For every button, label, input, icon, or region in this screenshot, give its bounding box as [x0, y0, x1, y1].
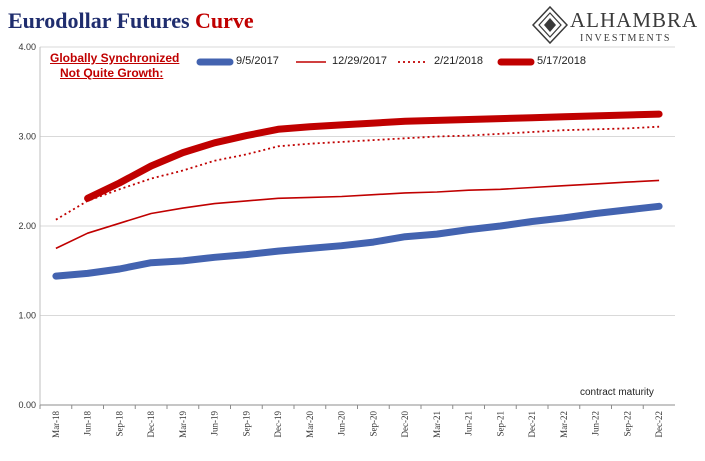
x-tick-label: Dec-18 [146, 411, 156, 438]
y-tick-label: 1.00 [18, 311, 36, 321]
x-tick-label: Jun-20 [337, 411, 347, 436]
y-tick-label: 0.00 [18, 400, 36, 410]
series-line-3 [55, 125, 660, 221]
legend-label: 12/29/2017 [332, 55, 388, 67]
diamond-logo-icon [532, 6, 568, 44]
x-tick-label: Dec-21 [527, 411, 537, 438]
x-tick-label: Mar-21 [432, 411, 442, 438]
series-line-2 [55, 179, 660, 250]
x-tick-label: Jun-18 [83, 411, 93, 436]
x-tick-label: Dec-22 [654, 411, 664, 438]
logo-name: ALHAMBRA [570, 8, 699, 32]
legend-label: 9/5/2017 [236, 55, 279, 67]
x-tick-label: Sep-22 [622, 411, 632, 437]
chart-title: Eurodollar Futures Curve [8, 8, 254, 34]
x-tick-label: Dec-20 [400, 411, 410, 438]
x-tick-label: Sep-21 [495, 411, 505, 437]
x-tick-label: Mar-18 [51, 411, 61, 438]
annotation-line-1: Globally Synchronized [50, 51, 180, 65]
x-tick-label: Sep-19 [241, 411, 251, 437]
x-tick-label: Jun-21 [464, 411, 474, 436]
legend-label: 5/17/2018 [537, 55, 586, 67]
x-tick-label: Mar-22 [559, 411, 569, 438]
y-tick-label: 3.00 [18, 132, 36, 142]
x-tick-label: Sep-20 [368, 411, 378, 437]
legend-label: 2/21/2018 [434, 55, 483, 67]
x-tick-label: Dec-19 [273, 411, 283, 438]
alhambra-logo: ALHAMBRA INVESTMENTS [528, 6, 700, 46]
chart-title-accent: Curve [195, 8, 254, 33]
x-tick-label: Mar-19 [178, 411, 188, 438]
series-line-4 [84, 110, 663, 202]
x-axis-note: contract maturity [580, 387, 654, 398]
x-tick-label: Mar-20 [305, 411, 315, 438]
x-tick-label: Jun-22 [591, 411, 601, 436]
x-tick-label: Sep-18 [114, 411, 124, 437]
chart-title-main: Eurodollar Futures [8, 8, 190, 33]
logo-subtitle: INVESTMENTS [580, 33, 672, 44]
y-tick-label: 2.00 [18, 221, 36, 231]
series-line-1 [52, 202, 663, 280]
x-tick-label: Jun-19 [210, 411, 220, 436]
annotation-line-2: Not Quite Growth: [60, 66, 164, 80]
y-tick-label: 4.00 [18, 42, 36, 52]
